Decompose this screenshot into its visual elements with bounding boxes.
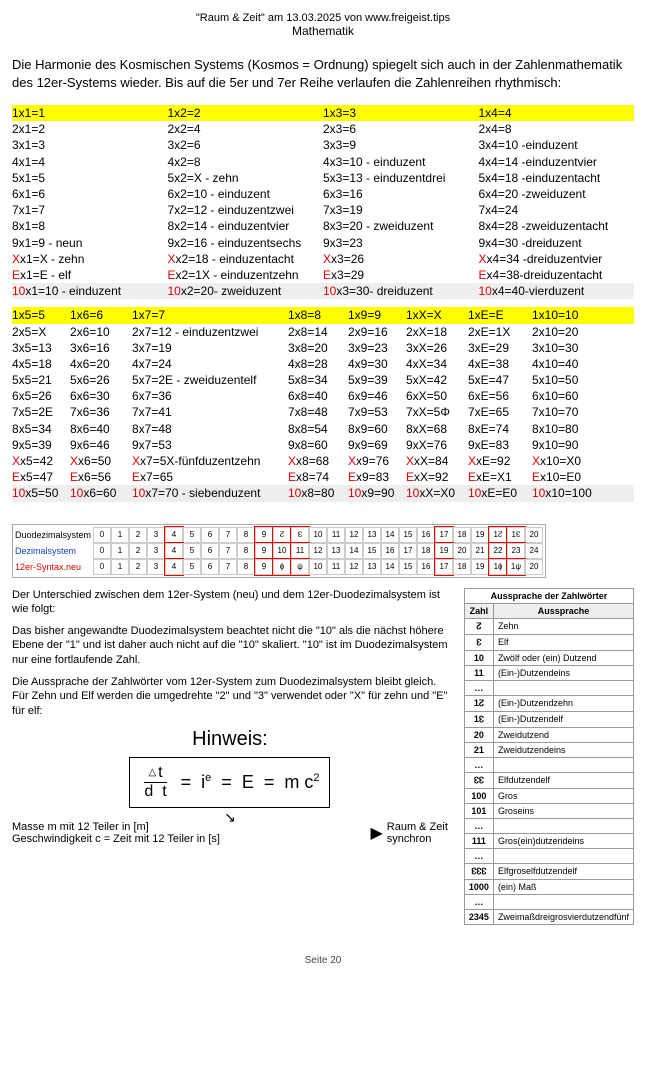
- hinweis-title: Hinweis:: [12, 728, 448, 751]
- explain-p2: Das bisher angewandte Duodezimalsystem b…: [12, 624, 448, 667]
- explain-p1: Der Unterschied zwischen dem 12er-System…: [12, 588, 448, 617]
- header-sub: Mathematik: [12, 24, 634, 38]
- header-title: "Raum & Zeit" am 13.03.2025 von www.frei…: [12, 12, 634, 24]
- aussprache-table: ZahlAussprache↊Zehn↋Elf10Zwölf oder (ein…: [464, 603, 634, 925]
- page-number: Seite 20: [12, 955, 634, 966]
- right-table-title: Aussprache der Zahlwörter: [464, 588, 634, 603]
- system-comparison: Duodezimalsystem0123456789↊↋101112131415…: [12, 524, 546, 578]
- explain-p3: Die Aussprache der Zahlwörter vom 12er-S…: [12, 675, 448, 718]
- arrow-icon: ↘: [12, 814, 448, 821]
- formula-box: △t d t = ie = E = m c2: [129, 757, 330, 808]
- mult-block-1: 1x1=11x2=21x3=31x4=4 2x1=22x2=42x3=62x4=…: [12, 105, 634, 299]
- mult-block-2: 1x5=51x6=61x7=71x8=81x9=91xX=X1xE=E1x10=…: [12, 307, 634, 501]
- intro-paragraph: Die Harmonie des Kosmischen Systems (Kos…: [12, 56, 634, 91]
